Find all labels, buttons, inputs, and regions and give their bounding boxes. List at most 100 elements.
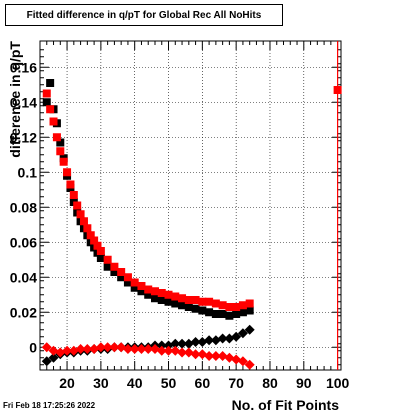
- y-tick-labels: 0 0.02 0.04 0.06 0.08 0.1 0.12 0.14 0.16: [10, 59, 37, 355]
- data-point: [197, 349, 208, 360]
- data-point: [224, 333, 235, 344]
- data-point: [110, 262, 119, 271]
- data-point: [184, 296, 193, 304]
- data-point: [56, 147, 65, 156]
- data-point: [117, 268, 126, 276]
- data-point: [245, 299, 254, 308]
- data-point: [177, 347, 188, 358]
- data-point: [170, 338, 181, 349]
- data-point: [46, 79, 55, 87]
- data-point: [69, 191, 78, 199]
- series-1: [42, 79, 254, 320]
- data-point: [130, 283, 139, 292]
- y-tick-label: 0: [29, 339, 37, 355]
- data-point: [157, 289, 166, 297]
- data-point: [103, 262, 112, 271]
- x-axis-label: No. of Fit Points: [232, 397, 340, 413]
- data-point: [183, 347, 194, 358]
- data-point: [93, 241, 102, 250]
- data-point: [137, 282, 146, 290]
- x-tick-label: 90: [296, 375, 312, 391]
- data-point: [333, 86, 342, 94]
- data-point: [117, 273, 126, 282]
- data-point: [83, 224, 92, 233]
- data-point: [177, 338, 188, 349]
- data-point: [204, 335, 215, 346]
- data-point: [231, 354, 242, 365]
- data-point: [129, 344, 140, 354]
- data-point: [90, 236, 99, 245]
- data-point: [238, 301, 247, 310]
- data-point: [205, 308, 214, 317]
- data-point: [198, 297, 207, 306]
- y-axis-label: difference in q/pT: [7, 41, 23, 158]
- data-point: [62, 345, 73, 356]
- ticks: [40, 41, 341, 370]
- data-point: [244, 359, 255, 370]
- data-point: [197, 337, 208, 347]
- data-point: [171, 299, 180, 308]
- data-point: [225, 303, 234, 311]
- data-point: [76, 210, 85, 219]
- grid: [40, 41, 341, 370]
- data-point: [156, 340, 167, 351]
- data-point: [66, 180, 75, 189]
- data-point: [110, 268, 119, 276]
- data-point: [63, 168, 72, 177]
- x-tick-label: 20: [59, 375, 75, 391]
- data-point: [237, 356, 248, 367]
- data-point: [123, 273, 132, 282]
- data-point: [163, 345, 174, 356]
- data-points: [41, 79, 342, 370]
- data-point: [245, 306, 254, 315]
- data-point: [42, 98, 51, 107]
- data-point: [42, 89, 51, 98]
- data-point: [231, 331, 242, 342]
- data-point: [224, 352, 235, 363]
- data-point: [82, 344, 93, 354]
- data-point: [178, 301, 187, 310]
- y-tick-label: 0.02: [10, 304, 37, 320]
- y-tick-label: 0.04: [10, 269, 37, 285]
- data-point: [217, 351, 228, 361]
- data-point: [150, 287, 159, 296]
- data-point: [164, 297, 173, 306]
- data-point: [123, 278, 132, 287]
- data-point: [96, 247, 105, 255]
- x-tick-label: 70: [228, 375, 244, 391]
- data-point: [218, 310, 227, 318]
- data-point: [103, 255, 112, 264]
- data-point: [232, 310, 241, 318]
- data-point: [211, 310, 220, 318]
- data-point: [217, 333, 228, 344]
- data-point: [79, 217, 88, 226]
- data-point: [150, 294, 159, 303]
- data-point: [144, 285, 153, 294]
- data-point: [41, 356, 52, 367]
- y-tick-label: 0.16: [10, 59, 37, 75]
- data-point: [191, 296, 200, 304]
- data-point: [68, 345, 79, 356]
- data-point: [41, 342, 52, 353]
- footer-timestamp: Fri Feb 18 17:25:26 2022: [3, 401, 96, 410]
- data-point: [157, 296, 166, 304]
- data-point: [191, 304, 200, 313]
- data-point: [55, 347, 66, 358]
- data-point: [205, 297, 214, 306]
- data-point: [198, 306, 207, 315]
- data-point: [137, 287, 146, 296]
- y-tick-label: 0.1: [18, 164, 38, 180]
- y-tick-label: 0.12: [10, 129, 37, 145]
- data-point: [122, 344, 133, 354]
- data-point: [89, 344, 100, 354]
- data-point: [143, 344, 154, 354]
- data-point: [144, 290, 153, 299]
- data-point: [190, 349, 201, 360]
- y-tick-label: 0.14: [10, 94, 37, 110]
- data-point: [48, 345, 59, 356]
- data-point: [244, 324, 255, 335]
- data-point: [170, 345, 181, 356]
- data-point: [190, 337, 201, 347]
- data-point: [178, 294, 187, 303]
- data-point: [73, 201, 82, 210]
